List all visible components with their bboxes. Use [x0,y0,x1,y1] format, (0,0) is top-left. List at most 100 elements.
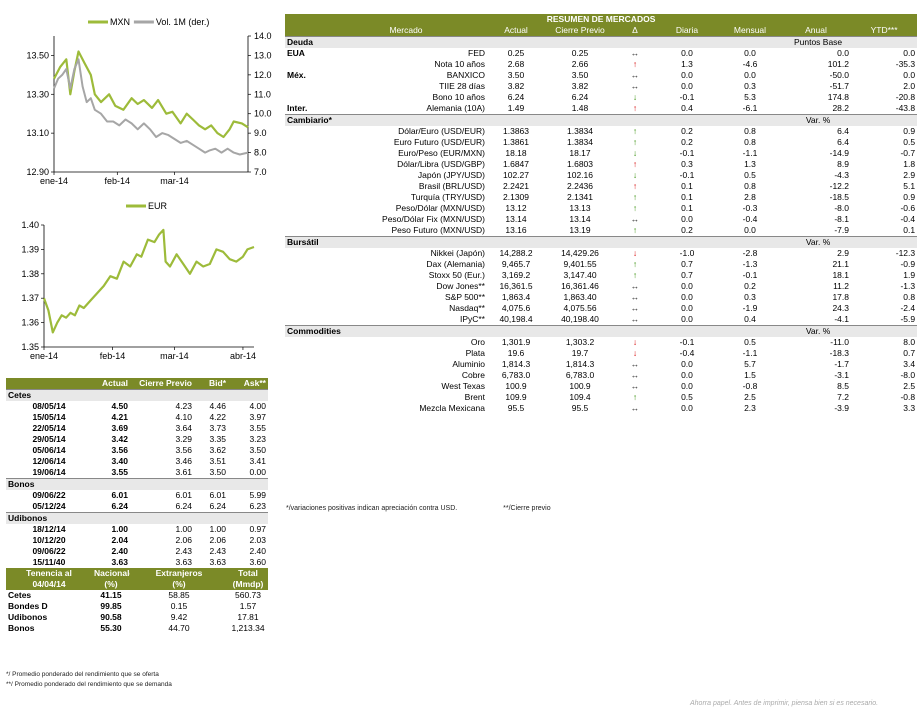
change-arrow-icon: ↔ [630,281,640,291]
value-mensual: 5.3 [744,92,756,102]
row-label: 09/06/22 [32,490,66,500]
x-tick-label: feb-14 [105,176,131,186]
note-cierre: **/Cierre previo [503,505,551,512]
value-ytd: -8.0 [900,370,916,380]
value-anual: 174.8 [827,92,849,102]
value-cell: 6.24 [175,501,192,511]
value-mensual: 0.8 [744,126,756,136]
value-anual: 2.9 [837,248,849,258]
tenencia-row: Bonos 55.30 44.70 1,213.34 [6,623,268,634]
value-cell: 2.40 [111,546,128,556]
table-row: 09/06/22 2.40 2.43 2.43 2.40 [6,546,268,557]
value-anual: 101.2 [827,59,849,69]
value-anual: -18.5 [829,192,849,202]
market-name: Peso Futuro (MXN/USD) [391,225,485,235]
value-cell: 3.56 [175,445,192,455]
value-ytd: 2.9 [903,170,916,180]
row-label: 18/12/14 [32,524,66,534]
value-anual: 17.8 [832,292,849,302]
change-arrow-icon: ↑ [632,181,638,191]
value-mensual: 0.3 [744,81,756,91]
row-label: 15/11/40 [32,557,66,567]
change-arrow-icon: ↓ [632,348,638,358]
change-arrow-icon: ↑ [632,270,638,280]
value-anual: -8.0 [834,203,849,213]
value-actual: 1,814.3 [501,359,531,369]
group-label [285,225,325,237]
value-diaria: 0.2 [681,126,693,136]
value-cell: 2.04 [111,535,128,545]
value-actual: 18.18 [505,148,527,158]
header-cell: (Mmdp) [228,579,268,590]
value-actual: 2.2421 [503,181,529,191]
y-tick-label: 1.35 [21,342,39,352]
table-row: 22/05/14 3.69 3.64 3.73 3.55 [6,423,268,434]
value-mensual: 2.8 [744,192,756,202]
section-title: Cambiario* [285,114,487,126]
value-previo: 2.2436 [567,181,593,191]
group-label: Méx. [287,70,306,80]
value-anual: 11.2 [833,281,849,291]
value-ytd: 0.1 [903,225,916,235]
group-label [285,370,325,381]
row-label: 09/06/22 [32,546,66,556]
value-cell: 17.81 [237,612,259,622]
value-anual: -1.7 [834,359,849,369]
group-label [285,348,325,359]
value-ytd: 8.0 [903,337,916,347]
value-cell: 3.61 [175,467,192,477]
table-header: Actual Cierre Previo Bid* Ask** [6,378,268,390]
market-name: Dólar/Libra (USD/GBP) [397,159,485,169]
x-tick-label: abr-14 [230,351,256,361]
value-previo: 13.14 [569,214,591,224]
value-anual: 18.1 [832,270,849,280]
market-name: Brasil (BRL/USD) [418,181,485,191]
section-title: Deuda [285,36,487,48]
value-diaria: 0.7 [681,259,693,269]
value-ytd: 1.9 [903,270,916,280]
value-diaria: 0.0 [681,381,693,391]
group-label [285,148,325,159]
group-label [285,403,325,414]
value-anual: -7.9 [834,225,849,235]
section-title: Bonos [6,478,268,490]
value-cell: 55.30 [100,623,122,633]
value-mensual: -1.1 [742,348,758,358]
group-label [285,337,325,348]
y-right-tick-label: 9.0 [254,128,267,138]
row-label: Bonos [8,623,35,633]
market-name: Mezcla Mexicana [419,403,485,413]
table-title: RESUMEN DE MERCADOS [285,14,918,25]
value-cell: 3.97 [249,412,266,422]
note-fx: */variaciones positivas indican apreciac… [286,505,458,512]
x-tick-label: mar-14 [160,351,189,361]
change-arrow-icon: ↔ [630,303,640,313]
value-cell: 3.60 [249,557,266,567]
header-cell: Anual [781,25,851,37]
value-cell: 3.50 [249,445,266,455]
value-actual: 40,198.4 [499,314,533,324]
row-label: Cetes [8,590,32,600]
group-label [285,170,325,181]
value-anual: 28.2 [832,103,849,113]
table-row: Aluminio 1,814.3 1,814.3 ↔ 0.0 5.7 -1.7 3.4 [285,359,917,370]
value-cell: 2.06 [175,535,192,545]
table-row: Japón (JPY/USD) 102.27 102.16 ↓ -0.1 0.5 -4.3 2… [285,170,917,181]
y-tick-label: 12.90 [26,167,49,177]
value-ytd: 3.4 [903,359,916,369]
value-previo: 1.3834 [567,137,593,147]
table-row: Plata 19.6 19.7 ↓ -0.4 -1.1 -18.3 0.7 [285,348,917,359]
value-previo: 0.25 [571,48,589,58]
value-previo: 100.9 [569,381,591,391]
header-cell: Bid* [194,378,228,390]
value-diaria: -0.4 [679,348,695,358]
table-row: 15/05/14 4.21 4.10 4.22 3.97 [6,412,268,423]
value-cell: 3.35 [209,434,226,444]
spacer [487,36,719,48]
value-anual: 0.0 [837,48,849,58]
row-label: 22/05/14 [32,423,66,433]
value-cell: 44.70 [168,623,190,633]
table-row: Dólar/Euro (USD/EUR) 1.3863 1.3834 ↑ 0.2 0.8 6… [285,126,917,137]
market-name: Dax (Alemania) [426,259,485,269]
table-header: Mercado Actual Cierre Previo Δ Diaria Mensual… [285,25,918,37]
